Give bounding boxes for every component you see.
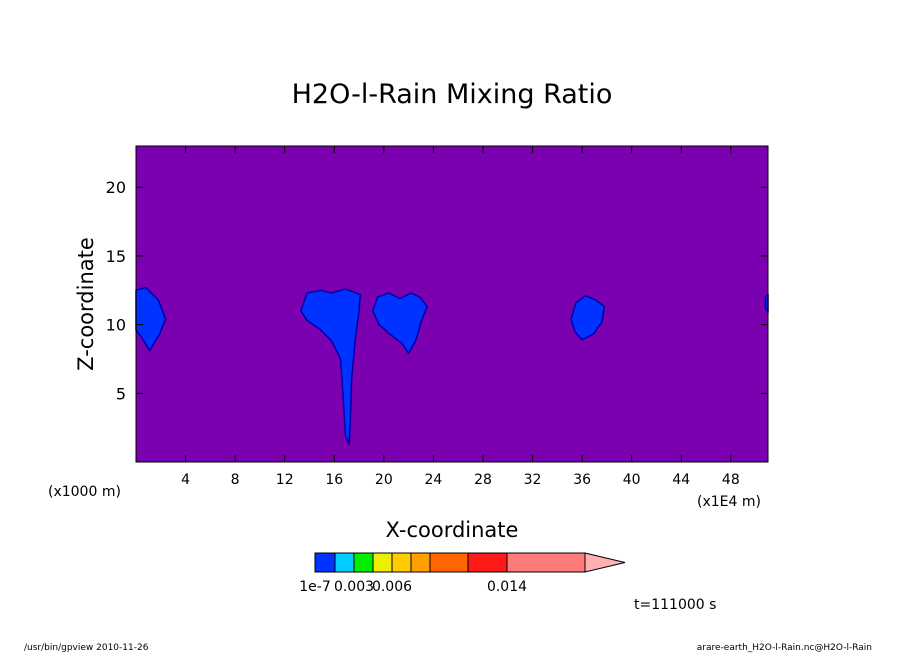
footer-left: /usr/bin/gpview 2010-11-26 — [24, 643, 149, 653]
x-tick-label: 48 — [722, 472, 740, 488]
plot-background — [135, 145, 769, 463]
colorbar-segment — [334, 552, 355, 573]
y-tick-label: 20 — [106, 178, 126, 197]
footer-right: arare-earth_H2O-l-Rain.nc@H2O-l-Rain — [696, 643, 872, 653]
colorbar-segment — [467, 552, 508, 573]
chart-title: H2O-l-Rain Mixing Ratio — [292, 79, 613, 110]
colorbar-segment — [429, 552, 469, 573]
axis-ticks — [136, 146, 768, 462]
x-unit-left: (x1000 m) — [48, 484, 121, 500]
contour-region-left-edge — [135, 286, 167, 352]
colorbar-segment — [353, 552, 374, 573]
time-label: t=111000 s — [634, 597, 716, 613]
x-tick-label: 32 — [524, 472, 542, 488]
x-tick-label: 4 — [181, 472, 190, 488]
y-axis-label: Z-coordinate — [74, 237, 98, 371]
x-tick-label: 12 — [276, 472, 294, 488]
x-tick-label: 28 — [474, 472, 492, 488]
plot-frame — [135, 145, 769, 463]
colorbar-label: 0.003 — [334, 579, 374, 595]
colorbar-segment — [506, 552, 586, 573]
x-unit-right: (x1E4 m) — [697, 494, 761, 510]
x-tick-label: 16 — [325, 472, 343, 488]
y-tick-label: 5 — [116, 384, 126, 403]
colorbar-label: 0.006 — [372, 579, 412, 595]
colorbar-extend-arrow — [584, 552, 626, 573]
colorbar-label: 0.014 — [487, 579, 527, 595]
x-tick-label: 24 — [424, 472, 442, 488]
contour-region-cell-22 — [371, 292, 428, 355]
contour-regions — [135, 286, 769, 445]
x-tick-label: 44 — [672, 472, 690, 488]
y-tick-label: 15 — [106, 247, 126, 266]
x-tick-label: 40 — [623, 472, 641, 488]
y-tick-label: 10 — [106, 316, 126, 335]
colorbar-segment — [391, 552, 412, 573]
colorbar-segment — [314, 552, 336, 573]
x-tick-label: 20 — [375, 472, 393, 488]
colorbar-segment — [372, 552, 393, 573]
colorbar — [314, 552, 626, 573]
colorbar-segment — [410, 552, 431, 573]
x-tick-label: 36 — [573, 472, 591, 488]
x-tick-label: 8 — [231, 472, 240, 488]
colorbar-label: 1e-7 — [299, 579, 330, 595]
contour-region-cell-37 — [570, 295, 606, 341]
contour-region-main-cell — [300, 288, 362, 445]
x-axis-label: X-coordinate — [386, 518, 519, 542]
